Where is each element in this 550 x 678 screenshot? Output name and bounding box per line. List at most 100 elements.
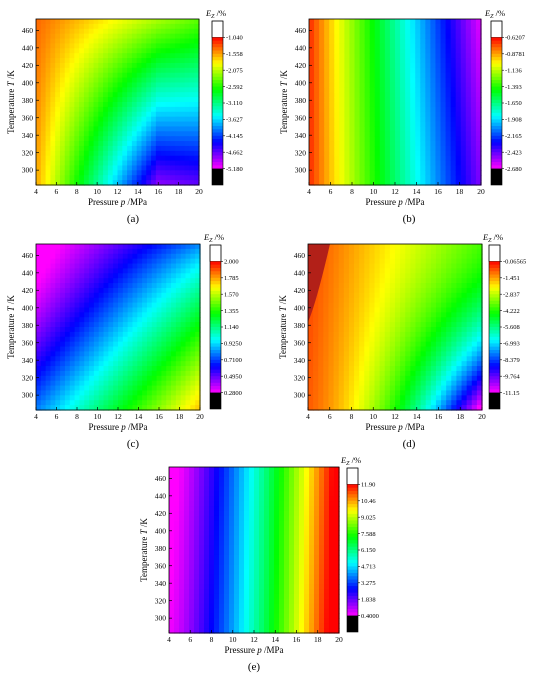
heatmap-cell: [69, 77, 75, 84]
x-tick-label: 18: [456, 187, 464, 196]
heatmap-cell: [118, 346, 124, 353]
heatmap-cell: [405, 253, 411, 260]
heatmap-cell: [165, 97, 171, 103]
heatmap-cell: [108, 268, 114, 274]
heatmap-cell: [354, 375, 360, 382]
heatmap-cell: [369, 121, 376, 128]
heatmap-cell: [132, 302, 138, 309]
heatmap-cell: [359, 102, 366, 108]
heatmap-cell: [194, 150, 200, 157]
heatmap-cell: [471, 327, 478, 333]
heatmap-cell: [107, 102, 114, 108]
heatmap-cell: [369, 58, 376, 64]
heatmap-cell: [127, 317, 134, 323]
heatmap-cell: [446, 317, 452, 323]
heatmap-cell: [69, 23, 75, 30]
heatmap-cell: [466, 366, 473, 372]
heatmap-cell: [108, 375, 114, 382]
heatmap-cell: [354, 87, 361, 93]
heatmap-cell: [151, 180, 157, 186]
heatmap-cell: [36, 126, 42, 132]
heatmap-cell: [79, 145, 85, 152]
heatmap-cell: [460, 53, 467, 59]
heatmap-cell: [348, 400, 355, 406]
heatmap-cell: [83, 165, 90, 171]
heatmap-cell: [69, 155, 75, 162]
heatmap-cell: [151, 292, 158, 299]
heatmap-cell: [420, 136, 426, 142]
heatmap-cell: [171, 361, 177, 367]
heatmap-cell: [103, 170, 109, 176]
heatmap-cell: [334, 116, 340, 123]
heatmap-cell: [69, 283, 76, 289]
heatmap-cell: [83, 19, 90, 25]
heatmap-cell: [384, 136, 391, 142]
heatmap-cell: [349, 33, 356, 40]
heatmap-cell: [395, 62, 401, 69]
heatmap-cell: [349, 72, 356, 79]
heatmap-cell: [179, 77, 186, 84]
y-tick-label: 440: [294, 268, 306, 277]
heatmap-cell: [127, 121, 133, 128]
heatmap-cell: [440, 97, 447, 103]
heatmap-cell: [64, 48, 71, 54]
heatmap-cell: [179, 175, 186, 181]
x-tick-label: 4: [34, 412, 38, 421]
heatmap-cell: [175, 106, 181, 113]
heatmap-cell: [339, 131, 346, 137]
heatmap-cell: [333, 356, 340, 362]
heatmap-cell: [309, 77, 315, 84]
colorbar-segment: [491, 96, 502, 101]
heatmap-cell: [374, 23, 381, 30]
heatmap-cell: [107, 43, 114, 49]
heatmap-cell: [334, 160, 340, 167]
heatmap-cell: [189, 141, 195, 147]
heatmap-cell: [384, 77, 391, 84]
heatmap-cell: [74, 131, 80, 137]
heatmap-cell: [440, 53, 447, 59]
heatmap-cell: [445, 72, 452, 79]
heatmap-cell: [55, 111, 61, 118]
heatmap-cell: [308, 380, 314, 387]
heatmap-cell: [456, 287, 463, 294]
heatmap-cell: [166, 327, 172, 333]
x-tick-label: 10: [370, 412, 378, 421]
heatmap-cell: [450, 175, 457, 181]
heatmap-cell: [374, 292, 381, 299]
heatmap-cell: [425, 175, 432, 181]
heatmap-cell: [127, 292, 134, 299]
heatmap-cell: [471, 312, 478, 318]
heatmap-cell: [344, 126, 351, 132]
heatmap-cell: [136, 155, 143, 162]
heatmap-cell: [136, 43, 143, 49]
heatmap-cell: [455, 97, 462, 103]
heatmap-cell: [161, 283, 167, 289]
heatmap-cell: [190, 366, 196, 372]
heatmap-cell: [185, 268, 191, 274]
heatmap-cell: [405, 160, 411, 167]
heatmap-cell: [476, 244, 483, 250]
heatmap-cell: [328, 356, 335, 362]
heatmap-cell: [83, 58, 90, 64]
heatmap-cell: [184, 92, 191, 98]
heatmap-cell: [155, 23, 162, 30]
heatmap-cell: [45, 141, 51, 147]
heatmap-cell: [323, 322, 330, 328]
heatmap-cell: [98, 19, 104, 25]
heatmap-cell: [309, 141, 315, 147]
heatmap-cell: [108, 307, 114, 313]
heatmap-cell: [338, 351, 345, 357]
heatmap-cell: [79, 253, 85, 260]
heatmap-cell: [103, 258, 109, 265]
heatmap-cell: [146, 380, 153, 387]
heatmap-cell: [328, 253, 335, 260]
heatmap-cell: [374, 38, 381, 45]
heatmap-cell: [84, 327, 90, 333]
heatmap-cell: [69, 244, 76, 250]
heatmap-cell: [89, 253, 95, 260]
heatmap-cell: [415, 351, 422, 357]
heatmap-cell: [460, 33, 467, 40]
heatmap-cell: [465, 170, 472, 176]
heatmap-cell: [323, 336, 330, 343]
heatmap-cell: [309, 126, 315, 132]
